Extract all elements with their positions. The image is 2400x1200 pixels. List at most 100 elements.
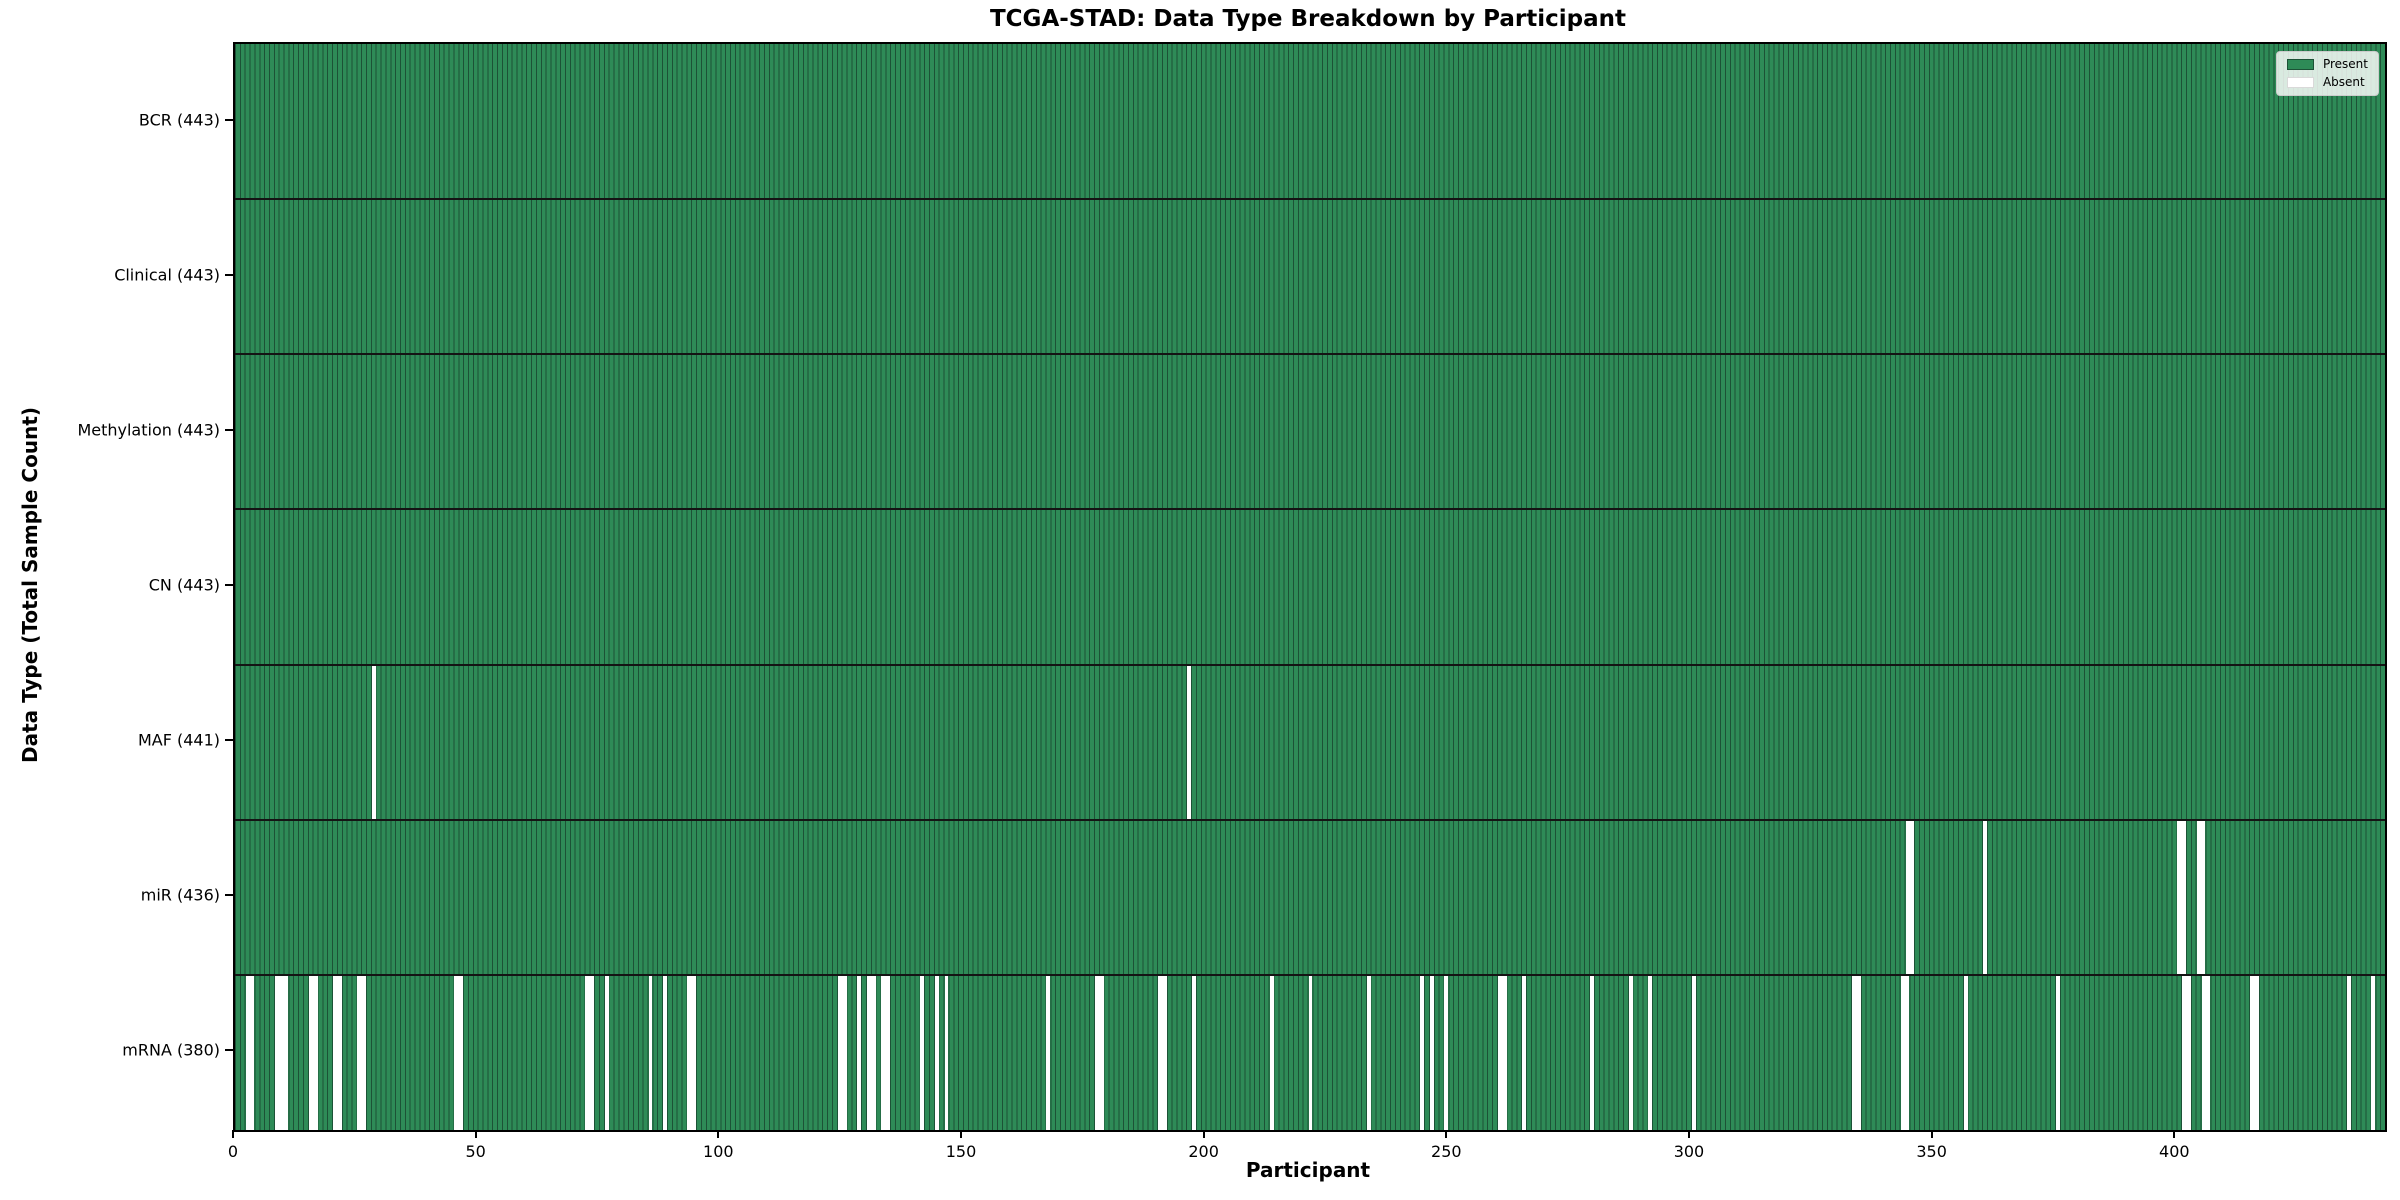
row-mir (235, 819, 2385, 975)
row-divider (235, 973, 2385, 976)
absent-bar-mrna-146 (944, 974, 949, 1130)
absent-bar-mrna-133 (881, 974, 891, 1130)
absent-bar-mir-344 (1905, 819, 1915, 975)
y-tick-label-clinical: Clinical (443) (114, 265, 220, 285)
x-tick-mark (1687, 1130, 1690, 1138)
absent-bar-mrna-124 (837, 974, 847, 1130)
legend-label-present: Present (2322, 57, 2368, 71)
legend-label-absent: Absent (2322, 75, 2365, 89)
absent-bar-mir-404 (2196, 819, 2206, 975)
absent-bar-mrna-300 (1691, 974, 1696, 1130)
absent-bar-mrna-88 (663, 974, 667, 1130)
x-tick-mark (1202, 1130, 1205, 1138)
absent-bar-mrna-244 (1420, 974, 1425, 1130)
y-tick-label-mrna: mRNA (380) (122, 1040, 220, 1060)
y-tick-label-maf: MAF (441) (137, 730, 220, 750)
x-tick-label-150: 150 (945, 1142, 977, 1161)
legend: Present Absent (2275, 51, 2379, 96)
x-tick-mark (959, 1130, 962, 1138)
absent-bar-mrna-356 (1963, 974, 1968, 1130)
row-divider (235, 508, 2385, 511)
absent-bar-mrna-279 (1590, 974, 1594, 1130)
x-tick-label-50: 50 (465, 1142, 486, 1161)
x-tick-label-100: 100 (703, 1142, 734, 1161)
y-tick-mark (225, 118, 233, 121)
absent-bar-maf-28 (371, 664, 376, 820)
y-tick-mark (225, 584, 233, 586)
absent-bar-mrna-72 (585, 974, 595, 1130)
y-tick-label-mir: miR (436) (140, 885, 220, 905)
x-tick-label-0: 0 (227, 1142, 239, 1161)
y-tick-mark (225, 894, 233, 897)
absent-bar-mrna-415 (2250, 974, 2259, 1130)
x-tick-mark (474, 1130, 477, 1138)
absent-bar-mrna-167 (1046, 974, 1051, 1130)
y-tick-label-cn: CN (443) (148, 575, 220, 595)
absent-bar-mrna-45 (454, 974, 464, 1130)
x-axis-title: Participant (1245, 1158, 1371, 1182)
x-tick-mark (1445, 1130, 1448, 1138)
absent-bar-mrna-85 (648, 974, 653, 1130)
row-divider (235, 818, 2385, 821)
absent-bar-mrna-343 (1900, 974, 1910, 1130)
absent-bar-mrna-130 (866, 974, 876, 1130)
y-tick-label-methylation: Methylation (443) (77, 420, 220, 440)
plot-area: Present Absent (233, 42, 2387, 1132)
absent-bar-mrna-25 (357, 974, 367, 1130)
absent-bar-mrna-144 (934, 974, 939, 1130)
row-divider (235, 198, 2385, 201)
row-maf (235, 664, 2385, 820)
y-tick-mark (225, 428, 233, 431)
row-mrna (235, 974, 2385, 1130)
absent-bar-maf-196 (1187, 664, 1192, 820)
y-tick-mark (225, 1049, 233, 1052)
x-tick-mark (1930, 1130, 1933, 1138)
absent-bar-mrna-2 (245, 974, 255, 1130)
absent-bar-mrna-128 (857, 974, 862, 1130)
x-tick-mark (717, 1130, 720, 1138)
y-tick-mark (225, 739, 233, 742)
absent-bar-mir-360 (1983, 819, 1988, 975)
x-tick-mark (232, 1130, 234, 1138)
x-tick-label-250: 250 (1431, 1142, 1462, 1161)
absent-bar-mrna-141 (920, 974, 925, 1130)
absent-bar-mrna-8 (274, 974, 289, 1130)
absent-bar-mrna-246 (1429, 974, 1434, 1130)
x-tick-label-200: 200 (1188, 1142, 1219, 1161)
y-tick-label-bcr: BCR (443) (138, 110, 220, 130)
row-bcr (235, 44, 2385, 200)
absent-bar-mrna-440 (2371, 974, 2376, 1130)
absent-bar-mrna-287 (1628, 974, 1633, 1130)
absent-bar-mrna-435 (2347, 974, 2352, 1130)
absent-bar-mrna-265 (1522, 974, 1526, 1130)
absent-bar-mrna-213 (1269, 974, 1274, 1130)
absent-bar-mrna-233 (1366, 974, 1371, 1130)
absent-bar-mrna-76 (604, 974, 609, 1130)
absent-bar-mrna-177 (1095, 974, 1104, 1130)
absent-bar-mir-400 (2177, 819, 2186, 975)
row-divider (235, 663, 2385, 666)
row-clinical (235, 199, 2385, 355)
absent-bar-mrna-405 (2201, 974, 2211, 1130)
absent-bar-mrna-221 (1308, 974, 1313, 1130)
absent-bar-mrna-15 (308, 974, 318, 1130)
absent-bar-mrna-401 (2182, 974, 2191, 1130)
legend-entry-present: Present (2286, 57, 2368, 71)
absent-bar-mrna-260 (1497, 974, 1507, 1130)
absent-bar-mrna-375 (2055, 974, 2060, 1130)
absent-bar-mrna-197 (1192, 974, 1196, 1130)
y-tick-mark (225, 273, 233, 276)
y-axis-title: Data Type (Total Sample Count) (18, 406, 42, 764)
x-tick-label-350: 350 (1916, 1142, 1947, 1161)
x-tick-mark (2173, 1130, 2176, 1138)
chart-title: TCGA-STAD: Data Type Breakdown by Partic… (989, 6, 1627, 32)
absent-bar-mrna-333 (1852, 974, 1861, 1130)
absent-bar-mrna-291 (1648, 974, 1653, 1130)
absent-bar-mrna-93 (687, 974, 697, 1130)
x-tick-label-300: 300 (1673, 1142, 1705, 1161)
row-divider (235, 353, 2385, 356)
absent-bar-mrna-190 (1158, 974, 1167, 1130)
row-methylation (235, 354, 2385, 510)
row-cn (235, 509, 2385, 665)
